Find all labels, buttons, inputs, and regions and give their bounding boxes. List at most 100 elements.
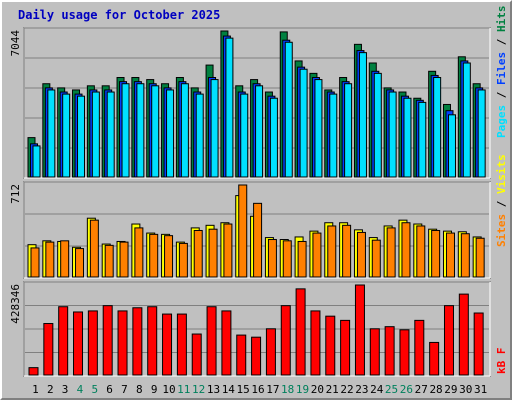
day-tick-label: 16 xyxy=(251,383,264,396)
sites-bar xyxy=(238,184,248,278)
kbytes-bar xyxy=(325,315,336,376)
kbytes-bar xyxy=(73,311,84,376)
kbytes-bar xyxy=(384,326,395,376)
day-tick-label: 27 xyxy=(415,383,428,396)
day-tick-label: 21 xyxy=(326,383,339,396)
day-tick-label: 10 xyxy=(162,383,175,396)
day-tick-label: 22 xyxy=(340,383,353,396)
legend-sites: Sites xyxy=(495,214,508,247)
pages-bar xyxy=(77,95,86,178)
pages-bar xyxy=(240,93,249,178)
kbytes-bar xyxy=(117,310,128,376)
pages-bar xyxy=(403,97,412,178)
pages-bar xyxy=(166,89,175,178)
sites-bar xyxy=(253,202,263,278)
legend-visits: Visits xyxy=(495,154,508,194)
sites-bar xyxy=(60,240,70,278)
sites-bar xyxy=(149,233,159,278)
kbytes-bar xyxy=(414,319,425,376)
legend-kbytes-wrap: kB F xyxy=(495,348,508,375)
sites-bar xyxy=(312,232,322,278)
pages-bar xyxy=(373,72,382,178)
pages-bar xyxy=(344,83,353,178)
pages-bar xyxy=(284,41,293,178)
pages-bar xyxy=(358,52,367,178)
day-tick-label: 23 xyxy=(355,383,368,396)
pages-bar xyxy=(299,68,308,178)
legend-hits-files-pages: Pages / Files / Hits xyxy=(495,6,508,139)
sites-bar xyxy=(193,229,203,278)
kbytes-bar xyxy=(191,333,202,376)
kbytes-bar xyxy=(443,305,454,376)
kbytes-bar xyxy=(58,306,69,376)
legend-sep: / xyxy=(495,32,508,52)
kbytes-bar xyxy=(473,312,484,376)
pages-bar xyxy=(210,79,219,178)
day-tick-label: 30 xyxy=(459,383,472,396)
y-max-label-2: 712 xyxy=(9,184,22,204)
day-tick-label: 3 xyxy=(62,383,69,396)
pages-bar xyxy=(314,79,323,178)
day-tick-label: 26 xyxy=(400,383,413,396)
kbytes-bar xyxy=(102,305,113,376)
pages-bar xyxy=(269,97,278,178)
pages-bar xyxy=(106,91,115,178)
legend-files: Files xyxy=(495,52,508,85)
y-max-label-3: 428346 xyxy=(9,284,22,324)
day-tick-label: 25 xyxy=(385,383,398,396)
pages-bar xyxy=(388,91,397,178)
pages-bar xyxy=(136,83,145,178)
kbytes-bar xyxy=(458,293,469,376)
sites-bar xyxy=(386,227,396,278)
pages-bar xyxy=(91,91,100,178)
kbytes-bar xyxy=(162,313,173,376)
day-tick-label: 1 xyxy=(32,383,39,396)
pages-bar xyxy=(32,145,41,178)
day-tick-label: 28 xyxy=(429,383,442,396)
kbytes-bar xyxy=(369,328,380,376)
sites-bar xyxy=(208,228,218,278)
sites-bar xyxy=(45,241,55,278)
graph-title: Daily usage for October 2025 xyxy=(18,8,221,22)
pages-bar xyxy=(418,101,427,178)
pages-bar xyxy=(121,83,130,178)
kbytes-bar xyxy=(236,334,247,376)
day-tick-label: 4 xyxy=(77,383,84,396)
day-tick-label: 8 xyxy=(136,383,143,396)
kbytes-bar xyxy=(43,323,54,376)
y-max-label-1: 7044 xyxy=(9,30,22,57)
sites-bar xyxy=(431,229,441,278)
sites-bar xyxy=(119,241,129,278)
day-tick-label: 5 xyxy=(91,383,98,396)
day-tick-label: 17 xyxy=(266,383,279,396)
sites-bar xyxy=(75,248,85,278)
kbytes-bar xyxy=(295,288,306,376)
kbytes-bar xyxy=(132,307,143,376)
day-tick-label: 12 xyxy=(192,383,205,396)
day-tick-label: 20 xyxy=(311,383,324,396)
sites-bar xyxy=(297,240,307,278)
pages-bar xyxy=(195,93,204,178)
kbytes-bar xyxy=(399,329,410,376)
sites-bar xyxy=(356,231,366,278)
day-tick-label: 18 xyxy=(281,383,294,396)
pages-bar xyxy=(62,93,71,178)
day-tick-label: 6 xyxy=(106,383,113,396)
day-tick-label: 29 xyxy=(444,383,457,396)
legend-sites-visits: Sites / Visits xyxy=(495,154,508,247)
pages-bar xyxy=(255,85,264,178)
kbytes-bar xyxy=(87,310,98,376)
day-tick-label: 13 xyxy=(207,383,220,396)
sites-bar xyxy=(134,227,144,278)
sites-bar xyxy=(327,225,337,278)
legend-sep: / xyxy=(495,85,508,105)
sites-bar xyxy=(164,235,174,278)
legend-kbytes: kB F xyxy=(495,348,508,375)
day-tick-label: 19 xyxy=(296,383,309,396)
day-tick-label: 2 xyxy=(47,383,54,396)
kbytes-bar xyxy=(28,367,39,376)
legend-sep: / xyxy=(495,194,508,214)
sites-bar xyxy=(401,222,411,278)
pages-bar xyxy=(151,85,160,178)
